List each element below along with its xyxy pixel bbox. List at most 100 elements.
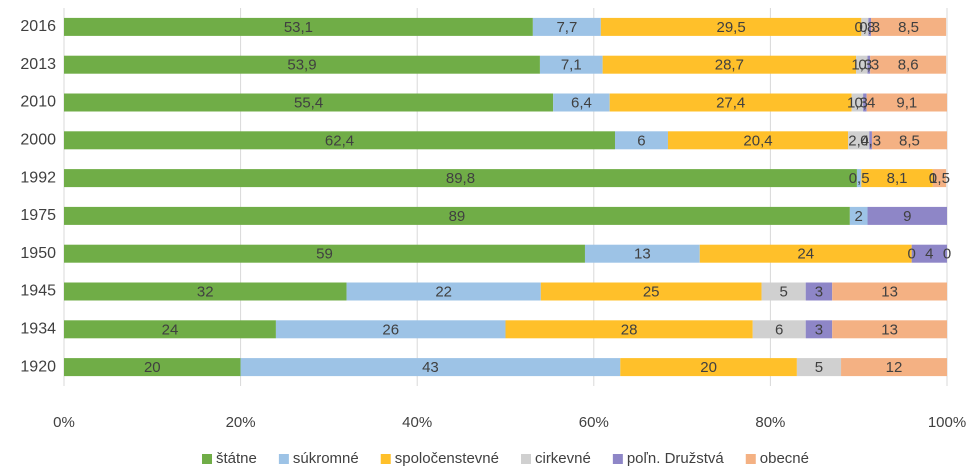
data-label: 6: [637, 132, 645, 149]
bar-segment: [866, 93, 947, 112]
legend-label: obecné: [760, 450, 809, 467]
bar-segment: [600, 17, 862, 36]
data-label: 1,5: [929, 170, 950, 187]
y-tick-label: 1934: [20, 321, 56, 338]
data-label: 7,1: [561, 57, 582, 74]
bar-segment: [667, 131, 849, 150]
data-label: 29,5: [717, 19, 746, 36]
data-label: 53,9: [287, 57, 316, 74]
bar-segment: [761, 282, 806, 301]
data-label: 0,3: [860, 132, 881, 149]
bar-segment: [849, 206, 868, 225]
bar-segment: [584, 244, 700, 263]
bar-segment: [871, 131, 947, 150]
data-label: 89,8: [446, 170, 475, 187]
data-label: 0,4: [854, 94, 875, 111]
bar-segment: [841, 358, 947, 377]
data-label: 55,4: [294, 94, 323, 111]
bar-segment: [540, 282, 762, 301]
bar-segment: [867, 55, 871, 74]
data-label: 0,5: [849, 170, 870, 187]
data-label: 8,6: [898, 57, 919, 74]
data-label: 0,3: [858, 57, 879, 74]
x-tick-label: 0%: [53, 414, 75, 431]
bar-segment: [867, 206, 947, 225]
bar-segment: [851, 93, 864, 112]
bar-segment: [863, 93, 867, 112]
bar-segment: [275, 320, 506, 339]
bar-segment: [871, 17, 947, 36]
data-label: 12: [886, 359, 903, 376]
data-label: 5: [779, 283, 787, 300]
data-label: 13: [634, 246, 651, 263]
data-label: 9,1: [896, 94, 917, 111]
data-label: 6: [775, 321, 783, 338]
data-label: 53,1: [284, 19, 313, 36]
bar-segment: [848, 131, 870, 150]
bar-segment: [602, 55, 857, 74]
y-tick-label: 2000: [20, 132, 56, 149]
bar-segment: [64, 55, 540, 74]
legend-swatch: [380, 454, 391, 464]
bar-segment: [553, 93, 610, 112]
data-label: 4: [925, 246, 933, 263]
bar-segment: [861, 17, 869, 36]
data-label: 0: [908, 246, 916, 263]
bar-segment: [932, 169, 947, 188]
data-label: 59: [316, 246, 333, 263]
data-label: 28,7: [715, 57, 744, 74]
data-label: 7,7: [556, 19, 577, 36]
y-tick-label: 2010: [20, 94, 56, 111]
x-tick-label: 40%: [402, 414, 432, 431]
data-label: 5: [815, 359, 823, 376]
legend-label: štátne: [216, 450, 257, 467]
data-label: 1,3: [847, 94, 868, 111]
data-label: 1,3: [851, 57, 872, 74]
data-label: 20,4: [743, 132, 772, 149]
data-label: 43: [422, 359, 439, 376]
bar-segment: [796, 358, 842, 377]
legend-swatch: [612, 454, 623, 464]
bar-segment: [539, 55, 603, 74]
bar-segment: [752, 320, 806, 339]
legend-swatch: [202, 454, 213, 464]
bar-segment: [346, 282, 541, 301]
bar-segment: [856, 169, 862, 188]
x-tick-label: 80%: [755, 414, 785, 431]
data-label: 8,5: [899, 132, 920, 149]
legend-label: súkromné: [293, 450, 359, 467]
data-label: 89: [449, 208, 466, 225]
bar-segment: [505, 320, 753, 339]
x-tick-label: 60%: [579, 414, 609, 431]
data-label: 9: [903, 208, 911, 225]
data-label: 8,1: [887, 170, 908, 187]
y-tick-label: 1950: [20, 245, 56, 262]
data-label: 27,4: [716, 94, 745, 111]
data-label: 3: [815, 321, 823, 338]
bar-segment: [240, 358, 621, 377]
data-label: 0,3: [859, 19, 880, 36]
data-label: 28: [621, 321, 638, 338]
data-label: 62,4: [325, 132, 354, 149]
data-label: 8,5: [898, 19, 919, 36]
bar-segment: [64, 358, 241, 377]
data-label: 32: [197, 283, 214, 300]
data-label: 0: [943, 246, 951, 263]
bar-segment: [805, 320, 833, 339]
bar-segment: [832, 282, 947, 301]
y-tick-label: 1945: [20, 283, 56, 300]
data-label: 22: [435, 283, 452, 300]
legend-label: poľn. Družstvá: [627, 450, 725, 467]
data-label: 2: [855, 208, 863, 225]
bar-segment: [832, 320, 947, 339]
legend-swatch: [278, 454, 289, 464]
data-label: 3: [815, 283, 823, 300]
y-tick-label: 2016: [20, 18, 56, 35]
legend-swatch: [745, 454, 756, 464]
bar-segment: [911, 244, 947, 263]
bar-segment: [64, 169, 857, 188]
bar-segment: [64, 206, 850, 225]
data-label: 24: [162, 321, 179, 338]
x-tick-label: 20%: [226, 414, 256, 431]
y-tick-label: 1992: [20, 169, 56, 186]
